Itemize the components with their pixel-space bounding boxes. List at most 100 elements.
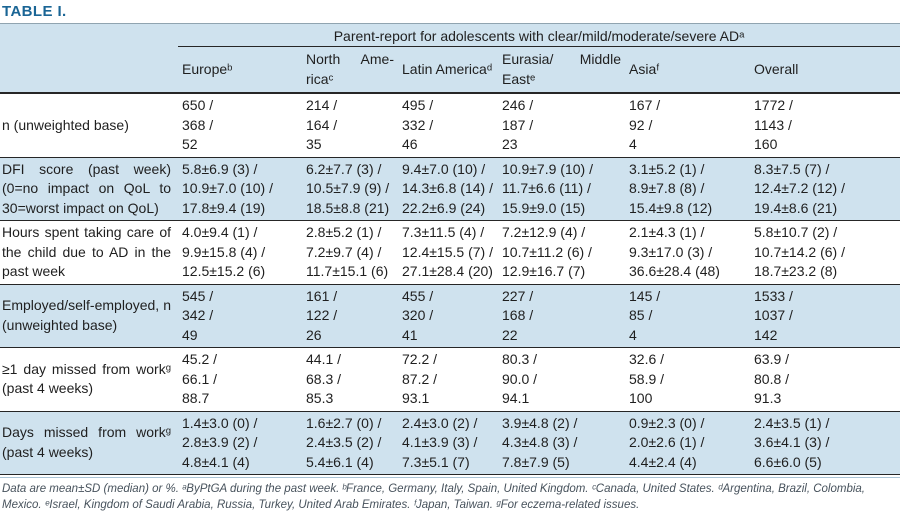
data-cell-line: 122 / bbox=[306, 307, 338, 323]
row-label-header bbox=[0, 47, 178, 94]
data-cell: 167 / 92 / 4 bbox=[625, 93, 750, 157]
data-cell-line: 4.3±4.8 (3) / bbox=[502, 434, 578, 450]
data-cell-line: 35 bbox=[306, 136, 322, 152]
data-cell-line: 1.6±2.7 (0) / bbox=[306, 414, 382, 431]
row-label: DFI score (past week) (0=no impact on Qo… bbox=[2, 160, 171, 216]
table-row: DFI score (past week) (0=no impact on Qo… bbox=[0, 157, 900, 221]
data-cell: 72.2 / 87.2 / 93.1 bbox=[398, 348, 498, 412]
data-cell-line: 145 / bbox=[629, 287, 661, 304]
data-cell: 5.8±6.9 (3) / 10.9±7.0 (10) / 17.8±9.4 (19… bbox=[178, 157, 302, 221]
data-cell-line: 41 bbox=[402, 326, 418, 343]
data-cell-line: 2.4±3.5 (2) / bbox=[306, 434, 382, 450]
data-cell: 545 / 342 / 49 bbox=[178, 284, 302, 348]
data-cell-line: 4 bbox=[629, 136, 637, 152]
data-cell-line: 5.8±10.7 (2) / bbox=[754, 224, 838, 240]
data-cell: 145 / 85 / 4 bbox=[625, 284, 750, 348]
data-cell: 6.2±7.7 (3) / 10.5±7.9 (9) / 18.5±8.8 (21) bbox=[302, 157, 398, 221]
data-cell: 80.3 / 90.0 / 94.1 bbox=[498, 348, 625, 412]
data-cell: 10.9±7.9 (10) / 11.7±6.6 (11) / 15.9±9.0 (… bbox=[498, 157, 625, 221]
data-cell-line: 1143 / bbox=[754, 116, 792, 133]
data-cell-line: 12.4±15.5 (7) / bbox=[402, 243, 493, 260]
data-cell-line: 495 / bbox=[402, 97, 434, 113]
data-cell-line: 27.1±28.4 (20) bbox=[402, 263, 493, 279]
data-cell-line: 0.9±2.3 (0) / bbox=[629, 414, 705, 431]
data-cell-line: 68.3 / bbox=[306, 370, 342, 387]
data-cell-line: 44.1 / bbox=[306, 351, 342, 367]
data-cell-line: 1772 / bbox=[754, 97, 793, 113]
data-cell: 0.9±2.3 (0) / 2.0±2.6 (1) / 4.4±2.4 (4) bbox=[625, 411, 750, 474]
data-cell-line: 66.1 / bbox=[182, 370, 218, 387]
data-cell-line: 52 bbox=[182, 136, 198, 152]
data-cell-line: 10.9±7.0 (10) / bbox=[182, 180, 273, 196]
data-cell: 495 / 332 / 46 bbox=[398, 93, 498, 157]
column-header: Latin Americaᵈ bbox=[402, 61, 493, 77]
column-header: Europeᵇ bbox=[182, 61, 233, 77]
data-cell: 214 / 164 / 35 bbox=[302, 93, 398, 157]
data-cell-line: 5.8±6.9 (3) / bbox=[182, 160, 258, 177]
data-cell-line: 368 / bbox=[182, 116, 214, 133]
span-header-row: Parent-report for adolescents with clear… bbox=[0, 23, 900, 47]
data-cell: 2.4±3.5 (1) / 3.6±4.1 (3) / 6.6±6.0 (5) bbox=[750, 411, 900, 474]
data-cell-line: 8.9±7.8 (8) / bbox=[629, 180, 705, 196]
data-cell-line: 18.7±23.2 (8) bbox=[754, 263, 838, 279]
data-cell-line: 2.1±4.3 (1) / bbox=[629, 224, 705, 240]
data-cell-line: 320 / bbox=[402, 307, 434, 323]
data-cell-line: 15.4±9.8 (12) bbox=[629, 199, 713, 216]
data-cell-line: 49 bbox=[182, 326, 198, 343]
data-cell-line: 1037 / bbox=[754, 307, 793, 323]
data-cell-line: 142 bbox=[754, 326, 778, 343]
table-row: Hours spent taking care of the child due… bbox=[0, 220, 900, 285]
data-cell-line: 4.4±2.4 (4) bbox=[629, 453, 697, 470]
data-cell-line: 164 / bbox=[306, 116, 338, 133]
span-header: Parent-report for adolescents with clear… bbox=[178, 23, 900, 47]
data-cell-line: 4.0±9.4 (1) / bbox=[182, 224, 258, 240]
table-title: TABLE I. bbox=[2, 3, 67, 20]
data-cell-line: 160 bbox=[754, 136, 778, 152]
data-cell-line: 4 bbox=[629, 326, 637, 343]
data-cell: 9.4±7.0 (10) / 14.3±6.8 (14) / 22.2±6.9 (2… bbox=[398, 157, 498, 221]
data-cell-line: 7.2±12.9 (4) / bbox=[502, 224, 586, 240]
data-cell-line: 2.4±3.0 (2) / bbox=[402, 414, 478, 431]
table-bottom-accent-rule bbox=[0, 477, 900, 478]
data-cell-line: 85.3 bbox=[306, 390, 334, 406]
row-label: ≥1 day missed from workᵍ (past 4 weeks) bbox=[2, 360, 171, 397]
table-row: n (unweighted base) 650 / 368 / 52 214 / 164 … bbox=[0, 93, 900, 157]
data-cell-line: 22 bbox=[502, 326, 518, 343]
data-cell: 1772 / 1143 / 160 bbox=[750, 93, 900, 157]
data-cell-line: 87.2 / bbox=[402, 370, 438, 387]
data-cell: 32.6 / 58.9 / 100 bbox=[625, 348, 750, 412]
data-cell-line: 100 bbox=[629, 390, 653, 406]
data-cell-line: 9.4±7.0 (10) / bbox=[402, 160, 486, 177]
data-cell-line: 12.5±15.2 (6) bbox=[182, 263, 266, 279]
data-cell-line: 17.8±9.4 (19) bbox=[182, 199, 266, 216]
data-cell-line: 18.5±8.8 (21) bbox=[306, 199, 390, 216]
data-cell: 650 / 368 / 52 bbox=[178, 93, 302, 157]
data-cell-line: 72.2 / bbox=[402, 351, 438, 367]
data-cell-line: 80.8 / bbox=[754, 370, 790, 387]
data-cell-line: 14.3±6.8 (14) / bbox=[402, 180, 493, 196]
data-cell-line: 63.9 / bbox=[754, 351, 790, 367]
data-cell-line: 5.4±6.1 (4) bbox=[306, 453, 374, 470]
data-cell-line: 7.3±5.1 (7) bbox=[402, 453, 470, 470]
data-cell-line: 168 / bbox=[502, 307, 534, 323]
column-header-row: Europeᵇ North Ame­ricaᶜ Latin Americaᵈ Eura… bbox=[0, 46, 900, 94]
table-bottom-rule bbox=[0, 474, 900, 475]
data-table: Parent-report for adolescents with clear… bbox=[0, 23, 900, 474]
data-cell-line: 2.8±3.9 (2) / bbox=[182, 434, 258, 450]
data-cell-line: 4.8±4.1 (4) bbox=[182, 453, 250, 470]
data-cell-line: 12.9±16.7 (7) bbox=[502, 263, 586, 279]
data-cell: 1.4±3.0 (0) / 2.8±3.9 (2) / 4.8±4.1 (4) bbox=[178, 411, 302, 474]
data-cell-line: 650 / bbox=[182, 97, 214, 113]
column-header: North Ame­ricaᶜ bbox=[306, 51, 394, 87]
table-row: Employed/self-employed, n (unweighted ba… bbox=[0, 284, 900, 348]
data-cell-line: 6.2±7.7 (3) / bbox=[306, 160, 382, 177]
data-cell: 7.2±12.9 (4) / 10.7±11.2 (6) / 12.9±16.7 (… bbox=[498, 221, 625, 285]
data-cell-line: 1.4±3.0 (0) / bbox=[182, 414, 258, 431]
data-cell-line: 214 / bbox=[306, 97, 338, 113]
data-cell: 3.1±5.2 (1) / 8.9±7.8 (8) / 15.4±9.8 (12) bbox=[625, 157, 750, 221]
data-cell-line: 246 / bbox=[502, 97, 534, 113]
data-cell-line: 1533 / bbox=[754, 287, 793, 304]
row-label: Days missed from workᵍ (past 4 weeks) bbox=[2, 424, 171, 460]
data-cell: 2.8±5.2 (1) / 7.2±9.7 (4) / 11.7±15.1 (6) bbox=[302, 221, 398, 285]
data-cell-line: 32.6 / bbox=[629, 351, 665, 367]
